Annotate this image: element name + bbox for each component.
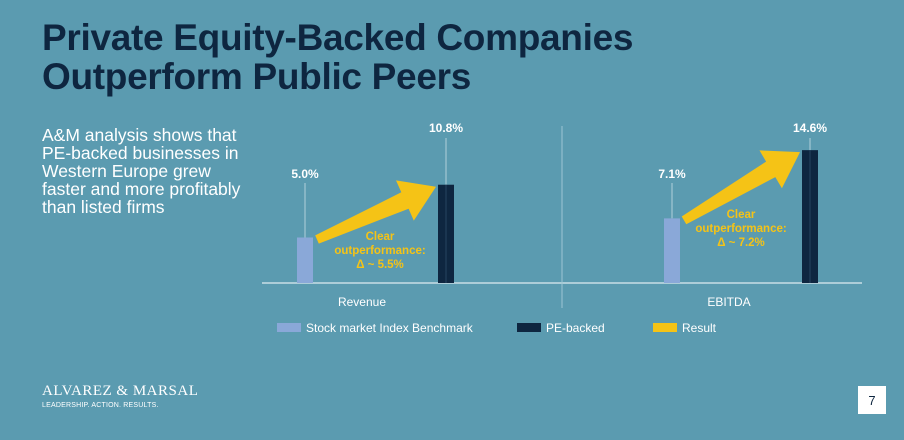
value-label-bench-revenue: 5.0% xyxy=(291,167,319,181)
page-number: 7 xyxy=(858,386,886,414)
company-logo: ALVAREZ & MARSAL LEADERSHIP. ACTION. RES… xyxy=(42,383,198,409)
result-arrow-revenue xyxy=(315,180,436,244)
value-label-bench-ebitda: 7.1% xyxy=(658,167,686,181)
category-label-ebitda: EBITDA xyxy=(707,295,750,309)
result-arrow-ebitda xyxy=(681,150,800,225)
legend-label-benchmark: Stock market Index Benchmark xyxy=(306,321,474,335)
annotation-revenue-line-2: outperformance: xyxy=(334,245,425,257)
slide-title-line-1: Private Equity-Backed Companies xyxy=(42,17,634,58)
value-label-pe-revenue: 10.8% xyxy=(429,121,463,135)
legend-swatch-result xyxy=(653,323,677,332)
annotation-ebitda-line-2: outperformance: xyxy=(695,223,786,235)
slide-title-line-2: Outperform Public Peers xyxy=(42,56,471,97)
bar-benchmark-ebitda xyxy=(664,218,680,283)
category-label-revenue: Revenue xyxy=(338,295,386,309)
legend-swatch-benchmark xyxy=(277,323,301,332)
lead-text: A&M analysis shows that PE-backed busine… xyxy=(42,125,241,217)
value-label-pe-ebitda: 14.6% xyxy=(793,121,827,135)
bar-benchmark-revenue xyxy=(297,237,313,283)
logo-tagline: LEADERSHIP. ACTION. RESULTS. xyxy=(42,402,159,409)
annotation-revenue-line-1: Clear xyxy=(366,231,395,243)
annotation-ebitda-line-1: Clear xyxy=(727,209,756,221)
legend-label-pe-backed: PE-backed xyxy=(546,321,605,335)
slide-title: Private Equity-Backed Companies Outperfo… xyxy=(42,18,862,96)
legend-swatch-pe-backed xyxy=(517,323,541,332)
legend-label-result: Result xyxy=(682,321,717,335)
logo-name: ALVAREZ & MARSAL xyxy=(42,383,199,399)
annotation-revenue-line-3: Δ ~ 5.5% xyxy=(356,259,404,271)
annotation-ebitda-line-3: Δ ~ 7.2% xyxy=(717,237,765,249)
